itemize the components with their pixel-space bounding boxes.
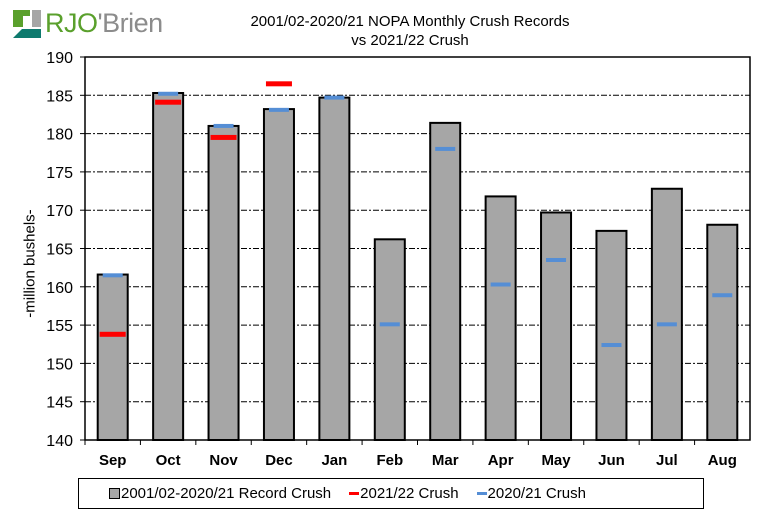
marker-2020-21-jun bbox=[601, 343, 622, 348]
x-tick-label: Mar bbox=[432, 452, 459, 469]
bar-record-oct bbox=[152, 92, 185, 441]
legend-label-2021-22: 2021/22 Crush bbox=[360, 485, 459, 502]
chart-title: 2001/02-2020/21 NOPA Monthly Crush Recor… bbox=[250, 13, 570, 30]
legend-item-2020-21: 2020/21 Crush bbox=[476, 485, 586, 502]
y-tick-label: 190 bbox=[46, 50, 73, 67]
marker-2020-21-dec bbox=[268, 107, 289, 112]
y-tick-label: 165 bbox=[46, 242, 73, 259]
x-tick-label: Jun bbox=[598, 452, 625, 469]
y-tick-label: 170 bbox=[46, 203, 73, 220]
marker-2021-22-dec bbox=[265, 81, 292, 87]
legend-swatch-record bbox=[109, 488, 120, 499]
bar-record-jul bbox=[650, 187, 683, 441]
legend-label-record: 2001/02-2020/21 Record Crush bbox=[121, 485, 332, 502]
x-tick-label: Feb bbox=[376, 452, 403, 469]
x-tick-label: Dec bbox=[265, 452, 293, 469]
marker-2021-22-sep bbox=[99, 331, 126, 337]
x-tick-label: Sep bbox=[99, 452, 127, 469]
marker-2020-21-apr bbox=[490, 282, 511, 287]
bar-record-sep bbox=[96, 273, 129, 441]
y-tick-label: 155 bbox=[46, 318, 73, 335]
legend-item-record: 2001/02-2020/21 Record Crush bbox=[109, 485, 331, 502]
chart-subtitle: vs 2021/22 Crush bbox=[351, 32, 469, 49]
legend-label-2020-21: 2020/21 Crush bbox=[487, 485, 586, 502]
bar-record-apr bbox=[484, 195, 517, 441]
bar-record-may bbox=[540, 211, 573, 441]
y-tick-label: 145 bbox=[46, 395, 73, 412]
y-tick-label: 140 bbox=[46, 433, 73, 450]
y-tick-label: 175 bbox=[46, 165, 73, 182]
legend-item-2021-22: 2021/22 Crush bbox=[349, 485, 459, 502]
logo-mark-icon bbox=[13, 9, 41, 38]
x-tick-label: Jul bbox=[656, 452, 678, 469]
y-tick-label: 185 bbox=[46, 88, 73, 105]
marker-2021-22-oct bbox=[155, 99, 182, 105]
y-tick-label: 180 bbox=[46, 127, 73, 144]
bar-record-jun bbox=[595, 229, 628, 441]
legend-swatch-2020-21 bbox=[476, 492, 487, 495]
marker-2020-21-oct bbox=[158, 91, 179, 96]
marker-2020-21-may bbox=[546, 257, 567, 262]
bar-record-nov bbox=[207, 124, 240, 441]
marker-2020-21-sep bbox=[102, 273, 123, 278]
marker-2020-21-mar bbox=[435, 146, 456, 151]
rjobrien-logo: RJO'Brien bbox=[13, 8, 163, 39]
bar-record-aug bbox=[706, 223, 739, 441]
bar-record-feb bbox=[373, 238, 406, 441]
y-tick-label: 150 bbox=[46, 356, 73, 373]
x-tick-label: Jan bbox=[321, 452, 347, 469]
marker-2021-22-nov bbox=[210, 134, 237, 140]
logo-text-secondary: 'Brien bbox=[97, 8, 164, 38]
bar-record-dec bbox=[262, 108, 295, 441]
x-tick-label: Apr bbox=[488, 452, 514, 469]
marker-2020-21-jul bbox=[656, 322, 677, 327]
x-tick-label: Aug bbox=[708, 452, 737, 469]
x-tick-label: Nov bbox=[209, 452, 238, 469]
bar-record-jan bbox=[318, 96, 351, 442]
bar-record-mar bbox=[429, 121, 462, 441]
y-tick-label: 160 bbox=[46, 280, 73, 297]
logo-text-primary: RJO bbox=[45, 8, 98, 38]
marker-2020-21-aug bbox=[712, 293, 733, 298]
x-tick-label: Oct bbox=[156, 452, 181, 469]
x-tick-label: May bbox=[541, 452, 571, 469]
legend: 2001/02-2020/21 Record Crush 2021/22 Cru… bbox=[78, 478, 704, 509]
marker-2020-21-jan bbox=[324, 95, 345, 100]
marker-2020-21-feb bbox=[379, 322, 400, 327]
legend-swatch-2021-22 bbox=[349, 492, 360, 495]
marker-2020-21-nov bbox=[213, 123, 234, 128]
chart-title-block: 2001/02-2020/21 NOPA Monthly Crush Recor… bbox=[180, 12, 640, 50]
